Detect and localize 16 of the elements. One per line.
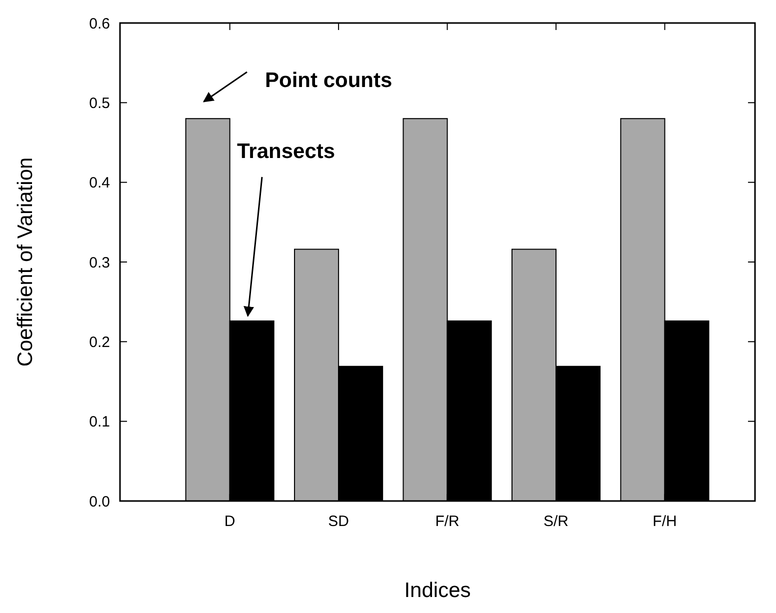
x-tick-label: SD xyxy=(328,513,350,530)
y-tick-label: 0.6 xyxy=(89,15,110,32)
y-tick-label: 0.3 xyxy=(89,254,110,272)
x-axis-title: Indices xyxy=(404,579,471,602)
x-tick-label: F/H xyxy=(652,513,677,530)
y-tick-label: 0.5 xyxy=(89,94,110,112)
y-tick-label: 0.1 xyxy=(89,414,110,431)
y-tick-label: 0.4 xyxy=(89,174,110,192)
y-tick-label: 0.0 xyxy=(89,493,110,510)
x-tick-label: F/R xyxy=(435,513,460,530)
x-tick-label: S/R xyxy=(544,513,569,530)
text: Transects xyxy=(237,140,336,163)
y-axis-title: Coefficient of Variation xyxy=(14,157,37,367)
x-tick-label: D xyxy=(224,513,236,530)
legend-label: Point counts xyxy=(265,69,392,92)
y-tick-label: 0.2 xyxy=(89,334,110,351)
